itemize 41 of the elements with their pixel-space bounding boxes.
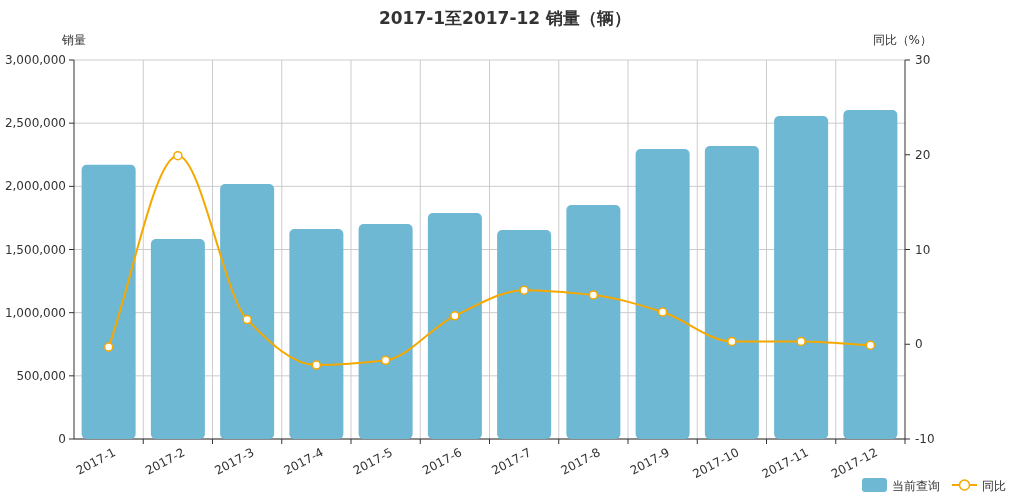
point: [173, 150, 183, 161]
bar: [566, 205, 621, 439]
y-tick-label: 1,000,000: [4, 305, 66, 320]
chart-title: 2017-1至2017-12 销量（辆）: [378, 8, 632, 28]
point: [727, 336, 737, 347]
y-tick-label: 3,000,000: [4, 53, 66, 67]
y2-tick-label: 10: [915, 242, 931, 257]
legend-label: 当前查询: [892, 479, 940, 493]
bar: [497, 230, 552, 439]
y2-tick-label: 30: [915, 53, 931, 67]
bar: [427, 212, 482, 439]
bar: [635, 148, 690, 439]
bar: [774, 115, 829, 439]
y2-tick-label: -10: [915, 432, 935, 446]
bar: [150, 239, 205, 439]
bar: [704, 146, 759, 439]
y-tick-label: 1,500,000: [4, 242, 66, 257]
point: [588, 290, 599, 300]
point: [242, 314, 252, 325]
bar: [358, 223, 413, 439]
y2-axis-title: 同比（%）: [872, 33, 932, 47]
y2-tick-label: 20: [915, 147, 931, 162]
point: [796, 336, 806, 347]
y-tick-label: 500,000: [16, 368, 66, 383]
point: [103, 342, 114, 352]
point: [311, 360, 322, 370]
point: [380, 355, 391, 366]
bar: [220, 184, 275, 439]
point: [450, 311, 460, 321]
y-tick-label: 2,500,000: [4, 116, 66, 131]
y2-tick-label: 0: [915, 337, 923, 352]
point: [865, 340, 876, 350]
bar: [843, 110, 898, 439]
point: [657, 307, 668, 317]
y-axis-title: 销量: [61, 33, 86, 47]
bar: [289, 229, 344, 439]
bar: [81, 164, 136, 439]
y-tick-label: 0: [58, 432, 66, 446]
y-tick-label: 2,000,000: [4, 179, 66, 194]
point: [519, 285, 529, 295]
legend-label: 同比: [982, 479, 1006, 493]
